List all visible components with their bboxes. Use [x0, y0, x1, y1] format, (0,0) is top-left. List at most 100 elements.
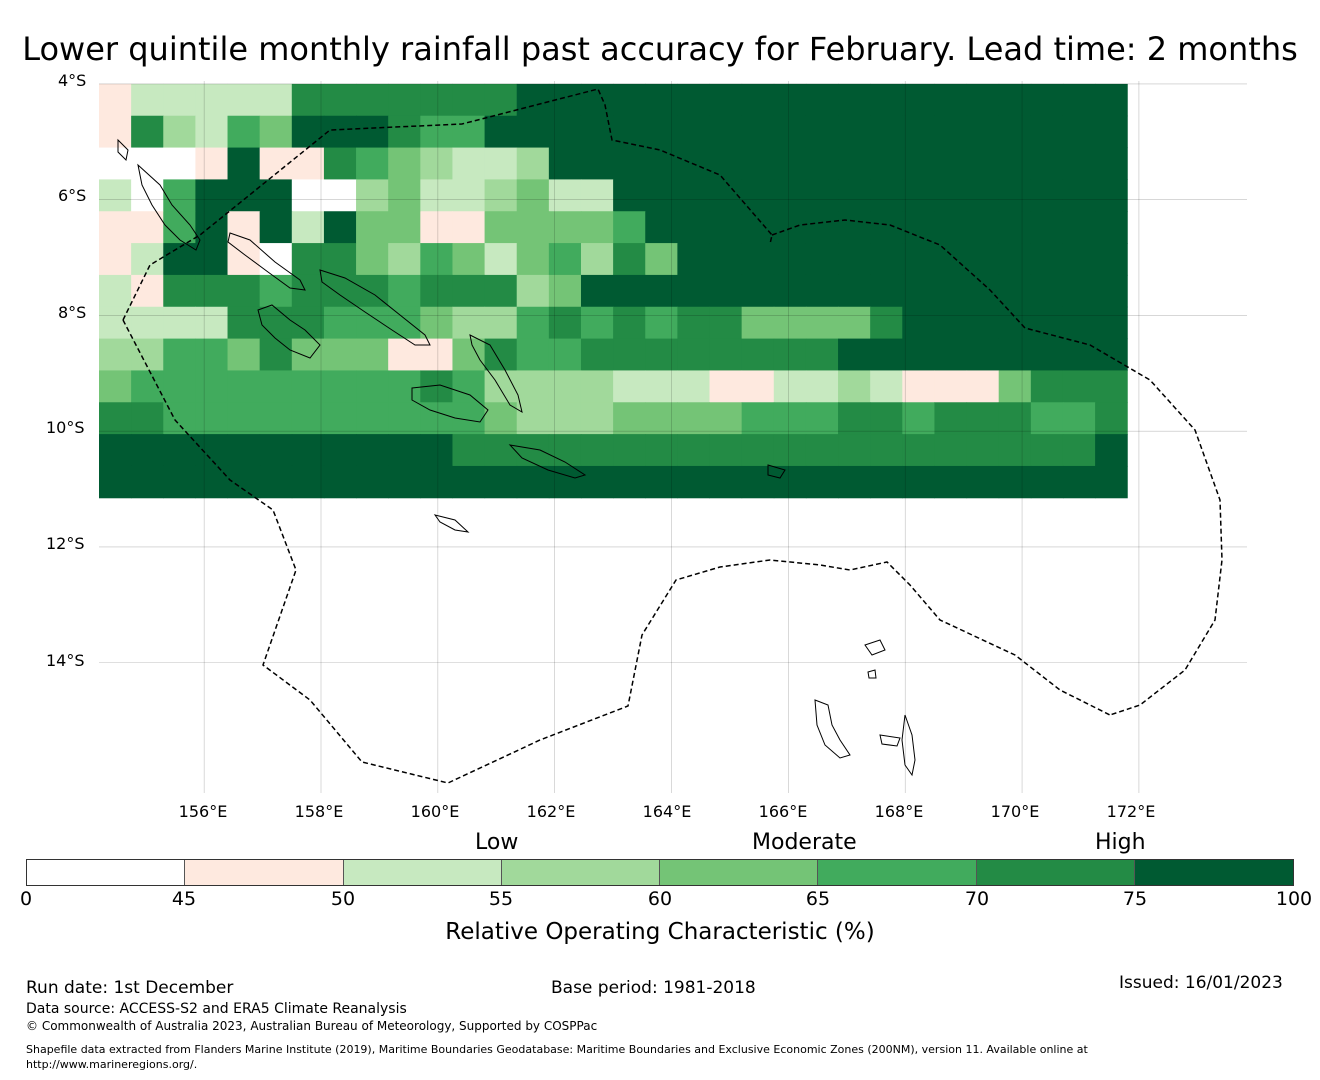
rainfall-accuracy-map [99, 81, 1247, 793]
grid-cell [323, 306, 357, 340]
efate-island [901, 714, 916, 777]
solomon-islands-eez-boundary [122, 88, 1111, 784]
grid-cell [452, 306, 486, 340]
grid-cell [195, 306, 229, 340]
grid-cell [131, 147, 164, 180]
grid-cell [420, 179, 453, 212]
grid-cell [227, 83, 261, 117]
lat-label-8s: 8°S [58, 303, 87, 322]
grid-cell [709, 434, 743, 467]
grid-cell [838, 370, 871, 403]
grid-cell [291, 338, 325, 371]
grid-cell [323, 402, 357, 435]
grid-cell [356, 306, 389, 340]
grid-cell [966, 370, 1000, 403]
lon-label-164e: 164°E [642, 802, 692, 821]
grid-cell [902, 179, 935, 212]
grid-cell [645, 243, 678, 276]
colorbar-segment [818, 860, 977, 885]
grid-cell [484, 115, 518, 149]
grid-cell [934, 338, 968, 371]
grid-cell [709, 402, 743, 435]
grid-cell [1095, 402, 1128, 435]
grid-cell [773, 147, 807, 180]
grid-cell [388, 179, 421, 212]
grid-cell [516, 179, 550, 212]
category-low: Low [475, 830, 519, 855]
grid-cell [227, 306, 261, 340]
grid-cell [99, 402, 132, 435]
grid-cell [356, 243, 389, 276]
grid-cell [1030, 243, 1064, 276]
grid-cell [452, 434, 486, 467]
grid-cell [420, 306, 453, 340]
grid-cell [645, 338, 678, 371]
grid-cell [645, 370, 678, 403]
grid-cell [516, 434, 550, 467]
grid-cell [677, 370, 711, 403]
grid-cell [131, 83, 164, 117]
grid-cell [259, 115, 293, 149]
grid-cell [966, 465, 1000, 499]
colorbar-segment [343, 860, 502, 885]
grid-cell [870, 115, 903, 149]
grid-cell [227, 465, 261, 499]
grid-cell [1030, 83, 1064, 117]
grid-cell [1095, 179, 1128, 212]
grid-cell [580, 338, 614, 371]
grid-cell [484, 83, 518, 117]
grid-cell [388, 83, 421, 117]
grid-cell [838, 211, 871, 244]
grid-cell [291, 243, 325, 276]
grid-cell [356, 83, 389, 117]
grid-cell [934, 211, 968, 244]
grid-cell [516, 147, 550, 180]
grid-cell [323, 83, 357, 117]
grid-cell [773, 465, 807, 499]
grid-cell [259, 465, 293, 499]
grid-cell [548, 211, 582, 244]
grid-cell [131, 306, 164, 340]
grid-cell [548, 465, 582, 499]
grid-cell [227, 179, 261, 212]
grid-cell [195, 179, 229, 212]
grid-cell [259, 370, 293, 403]
grid-cell [388, 147, 421, 180]
grid-cell [291, 465, 325, 499]
grid-cell [388, 338, 421, 371]
grid-cell [99, 338, 132, 371]
grid-cell [902, 434, 935, 467]
grid-cell [773, 211, 807, 244]
grid-cell [805, 306, 839, 340]
grid-cell [484, 306, 518, 340]
grid-cell [259, 402, 293, 435]
lon-label-170e: 170°E [990, 802, 1040, 821]
grid-cell [195, 211, 229, 244]
grid-cell [388, 211, 421, 244]
grid-cell [195, 83, 229, 117]
grid-cell [1062, 306, 1096, 340]
grid-cell [934, 243, 968, 276]
grid-cell [323, 434, 357, 467]
bougainville-island [137, 163, 201, 251]
grid-cell [645, 274, 678, 308]
grid-cell [548, 147, 582, 180]
grid-cell [99, 274, 132, 308]
grid-cell [131, 115, 164, 149]
grid-cell [613, 243, 646, 276]
grid-cell [677, 179, 711, 212]
data-source: Data source: ACCESS-S2 and ERA5 Climate … [26, 1001, 407, 1017]
grid-cell [1062, 402, 1096, 435]
grid-cell [1030, 465, 1064, 499]
grid-cell [1095, 434, 1128, 467]
grid-cell [709, 465, 743, 499]
grid-cell [677, 338, 711, 371]
grid-cell [613, 211, 646, 244]
grid-cell [131, 434, 164, 467]
grid-cell [902, 274, 935, 308]
grid-cell [163, 274, 196, 308]
grid-cell [741, 306, 775, 340]
grid-cell [580, 147, 614, 180]
lat-label-14s: 14°S [46, 651, 85, 670]
santa-cruz-islands [767, 464, 786, 479]
